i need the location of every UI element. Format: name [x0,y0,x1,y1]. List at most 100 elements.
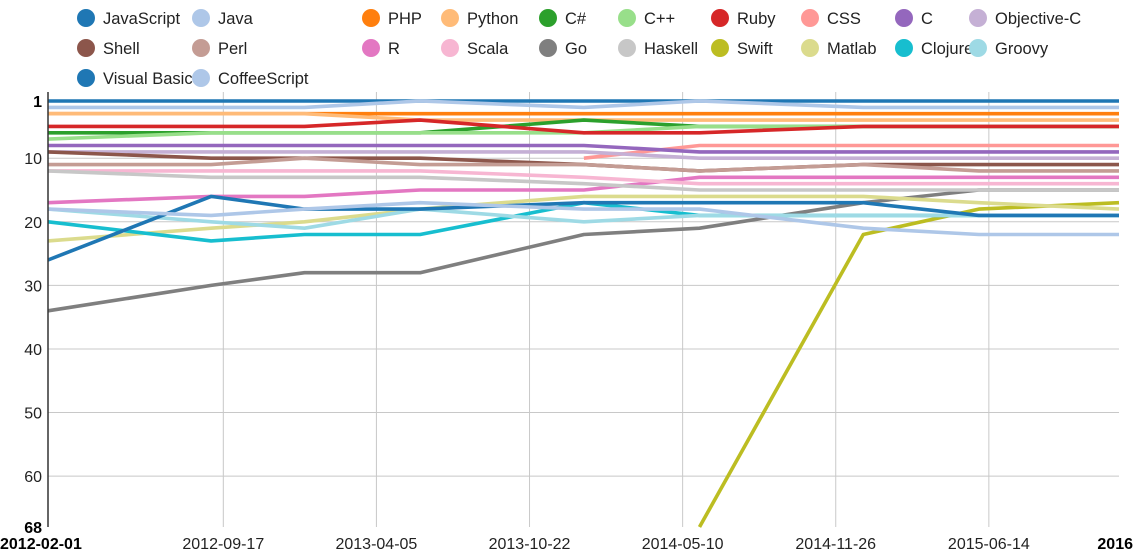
series-line-java [48,99,1119,110]
legend-item: Scala [441,39,509,58]
legend: JavaScript Java PHP Python C# C++ Ruby CSS C Obje… [77,9,1081,88]
legend-label: R [388,40,400,58]
x-tick-label: 2014-11-26 [795,536,876,552]
legend-label: Scala [467,40,509,58]
legend-label: Haskell [644,40,698,58]
legend-label: Matlab [827,40,877,58]
legend-swatch [969,9,987,27]
legend-label: Objective-C [995,10,1081,28]
legend-item: C++ [618,9,675,28]
series-lines [47,99,1120,528]
legend-label: C# [565,10,587,28]
legend-label: Shell [103,40,140,58]
legend-swatch [801,9,819,27]
legend-label: JavaScript [103,10,180,28]
series-line-perl [48,156,1119,173]
legend-item: Go [539,39,587,58]
legend-label: Visual Basic [103,70,193,88]
legend-item: Objective-C [969,9,1081,28]
legend-swatch [895,39,913,57]
series-line-coffeescript [47,200,1119,237]
series-line-go [47,188,1119,313]
legend-swatch [711,9,729,27]
legend-swatch [362,9,380,27]
y-tick-label: 10 [24,151,42,168]
series-line-objective-c [48,150,1119,160]
y-tick-label: 60 [24,469,42,486]
legend-swatch [618,39,636,57]
x-tick-label: 2016 [1097,536,1133,552]
x-tick-label: 2012-09-17 [182,536,264,552]
legend-item: Visual Basic [77,69,193,88]
legend-item: R [362,39,400,58]
legend-item: Java [192,9,254,28]
x-tick-label: 2013-10-22 [489,536,571,552]
legend-swatch [539,9,557,27]
y-tick-label: 68 [24,520,42,537]
legend-label: CSS [827,10,861,28]
series-line-scala [48,169,1119,186]
legend-swatch [77,69,95,87]
legend-item: Groovy [969,39,1049,58]
legend-label: Java [218,10,254,28]
legend-label: C++ [644,10,675,28]
legend-swatch [969,39,987,57]
series-line-r [47,175,1119,205]
legend-swatch [711,39,729,57]
y-tick-label: 50 [24,406,42,423]
legend-item: JavaScript [77,9,180,28]
legend-item: Swift [711,39,773,58]
legend-swatch [77,39,95,57]
legend-swatch [192,39,210,57]
legend-item: CSS [801,9,861,28]
legend-item: CoffeeScript [192,69,309,88]
legend-swatch [539,39,557,57]
legend-label: Ruby [737,10,776,28]
y-tick-label: 20 [24,215,42,232]
legend-swatch [895,9,913,27]
legend-swatch [77,9,95,27]
legend-swatch [192,69,210,87]
legend-swatch [362,39,380,57]
y-tick-label: 40 [24,342,42,359]
legend-item: Clojure [895,39,973,58]
legend-item: Python [441,9,518,28]
legend-label: Clojure [921,40,973,58]
legend-label: Python [467,10,518,28]
series-line-groovy [47,207,1119,230]
y-tick-label: 1 [33,94,42,111]
series-line-haskell [47,169,1119,192]
series-line-c [48,143,1119,154]
legend-swatch [801,39,819,57]
legend-swatch [192,9,210,27]
x-tick-label: 2014-05-10 [642,536,724,552]
legend-label: C [921,10,933,28]
series-line-visual-basic [47,194,1119,262]
legend-label: Perl [218,40,247,58]
legend-item: Ruby [711,9,776,28]
legend-swatch [618,9,636,27]
legend-item: Shell [77,39,140,58]
legend-label: CoffeeScript [218,70,309,88]
legend-item: PHP [362,9,422,28]
y-tick-label: 30 [24,278,42,295]
legend-swatch [441,9,459,27]
legend-item: C# [539,9,587,28]
legend-label: Groovy [995,40,1049,58]
series-line-swift [697,200,1120,528]
legend-label: Swift [737,40,773,58]
x-tick-label: 2013-04-05 [335,536,417,552]
x-tick-label: 2012-02-01 [0,536,82,552]
legend-label: Go [565,40,587,58]
x-tick-label: 2015-06-14 [948,536,1030,552]
series-line-ruby [48,118,1119,135]
legend-item: Matlab [801,39,877,58]
series-line-matlab [47,194,1120,243]
legend-label: PHP [388,10,422,28]
legend-swatch [441,39,459,57]
legend-item: Haskell [618,39,698,58]
legend-item: C [895,9,933,28]
legend-item: Perl [192,39,247,58]
